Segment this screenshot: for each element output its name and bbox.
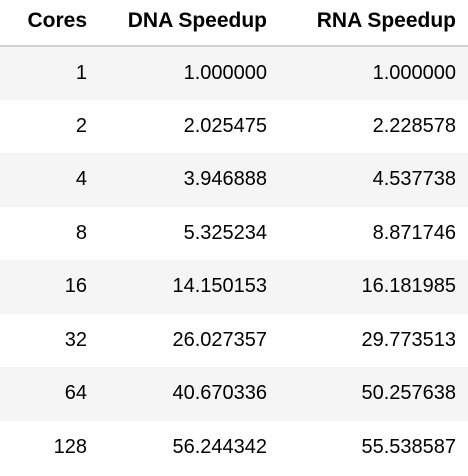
table-row: 64 40.670336 50.257638	[0, 367, 468, 421]
table-row: 1 1.000000 1.000000	[0, 46, 468, 100]
table-row: 2 2.025475 2.228578	[0, 99, 468, 153]
cell-cores: 4	[75, 168, 87, 191]
cell-dna-speedup: 5.325234	[183, 221, 267, 244]
table-row: 8 5.325234 8.871746	[0, 206, 468, 260]
header-cores: Cores	[0, 0, 99, 47]
cell-rna-speedup: 16.181985	[361, 275, 456, 298]
table-row: 32 26.027357 29.773513	[0, 313, 468, 367]
table-row: 128 56.244342 55.538587	[0, 420, 468, 474]
cell-dna-speedup: 14.150153	[172, 275, 267, 298]
cell-rna-speedup: 2.228578	[372, 114, 456, 137]
cell-cores: 16	[64, 275, 87, 298]
cell-rna-speedup: 55.538587	[361, 435, 456, 458]
cell-rna-speedup: 1.000000	[372, 61, 456, 84]
header-rna-speedup: RNA Speedup	[279, 0, 468, 47]
cell-rna-speedup: 8.871746	[372, 221, 456, 244]
table-body: 1 1.000000 1.000000 2 2.025475 2.228578 …	[0, 46, 468, 474]
cell-dna-speedup: 2.025475	[183, 114, 267, 137]
cell-rna-speedup: 4.537738	[372, 168, 456, 191]
table-row: 4 3.946888 4.537738	[0, 153, 468, 207]
cell-dna-speedup: 56.244342	[172, 435, 267, 458]
cell-cores: 32	[64, 328, 87, 351]
cell-dna-speedup: 1.000000	[183, 61, 267, 84]
cell-cores: 128	[53, 435, 87, 458]
cell-rna-speedup: 50.257638	[361, 382, 456, 405]
header-row: Cores DNA Speedup RNA Speedup	[0, 0, 468, 47]
header-dna-speedup: DNA Speedup	[99, 0, 279, 47]
cell-cores: 2	[75, 114, 87, 137]
cell-dna-speedup: 3.946888	[183, 168, 267, 191]
cell-dna-speedup: 40.670336	[172, 382, 267, 405]
cell-rna-speedup: 29.773513	[361, 328, 456, 351]
cell-cores: 1	[75, 61, 87, 84]
cell-dna-speedup: 26.027357	[172, 328, 267, 351]
table-header: Cores DNA Speedup RNA Speedup	[0, 0, 468, 47]
cell-cores: 64	[64, 382, 87, 405]
cell-cores: 8	[75, 221, 87, 244]
table-row: 16 14.150153 16.181985	[0, 260, 468, 314]
